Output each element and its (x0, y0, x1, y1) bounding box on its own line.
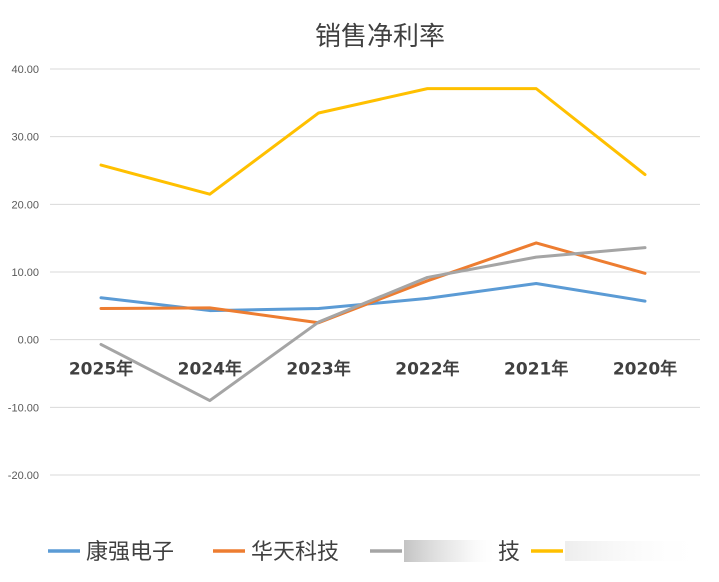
y-tick-label: 0.00 (18, 335, 39, 347)
legend-label-obscured (404, 540, 498, 562)
series-line-0 (99, 282, 647, 313)
legend: 康强电子 华天科技 技 (48, 540, 705, 565)
series-lines (99, 87, 647, 403)
x-tick-label: 2021年 (504, 359, 568, 380)
legend-label-fragment: 技 (498, 540, 520, 565)
legend-label-obscured-2 (565, 541, 705, 561)
legend-label-kangqiang: 康强电子 (86, 540, 174, 565)
legend-label-huatian: 华天科技 (251, 540, 339, 565)
x-axis-ticks: 2025年 2024年 2023年 2022年 2021年 2020年 (69, 359, 677, 380)
x-tick-label: 2022年 (395, 359, 459, 380)
series-line-1 (99, 241, 647, 325)
y-tick-label: -20.00 (8, 470, 39, 482)
x-tick-label: 2023年 (286, 359, 350, 380)
gridlines (50, 68, 700, 476)
y-tick-label: 40.00 (11, 64, 39, 76)
x-tick-label: 2024年 (178, 359, 242, 380)
y-tick-label: -10.00 (8, 402, 39, 414)
x-tick-label: 2020年 (613, 359, 677, 380)
y-tick-label: 20.00 (11, 199, 39, 211)
x-tick-label: 2025年 (69, 359, 133, 380)
series-line-3 (99, 87, 647, 196)
y-tick-label: 30.00 (11, 132, 39, 144)
series-line-2 (99, 246, 647, 403)
chart-title: 销售净利率 (315, 22, 445, 52)
y-tick-label: 10.00 (11, 267, 39, 279)
y-axis-ticks: 40.00 30.00 20.00 10.00 0.00 -10.00 -20.00 (8, 64, 39, 482)
